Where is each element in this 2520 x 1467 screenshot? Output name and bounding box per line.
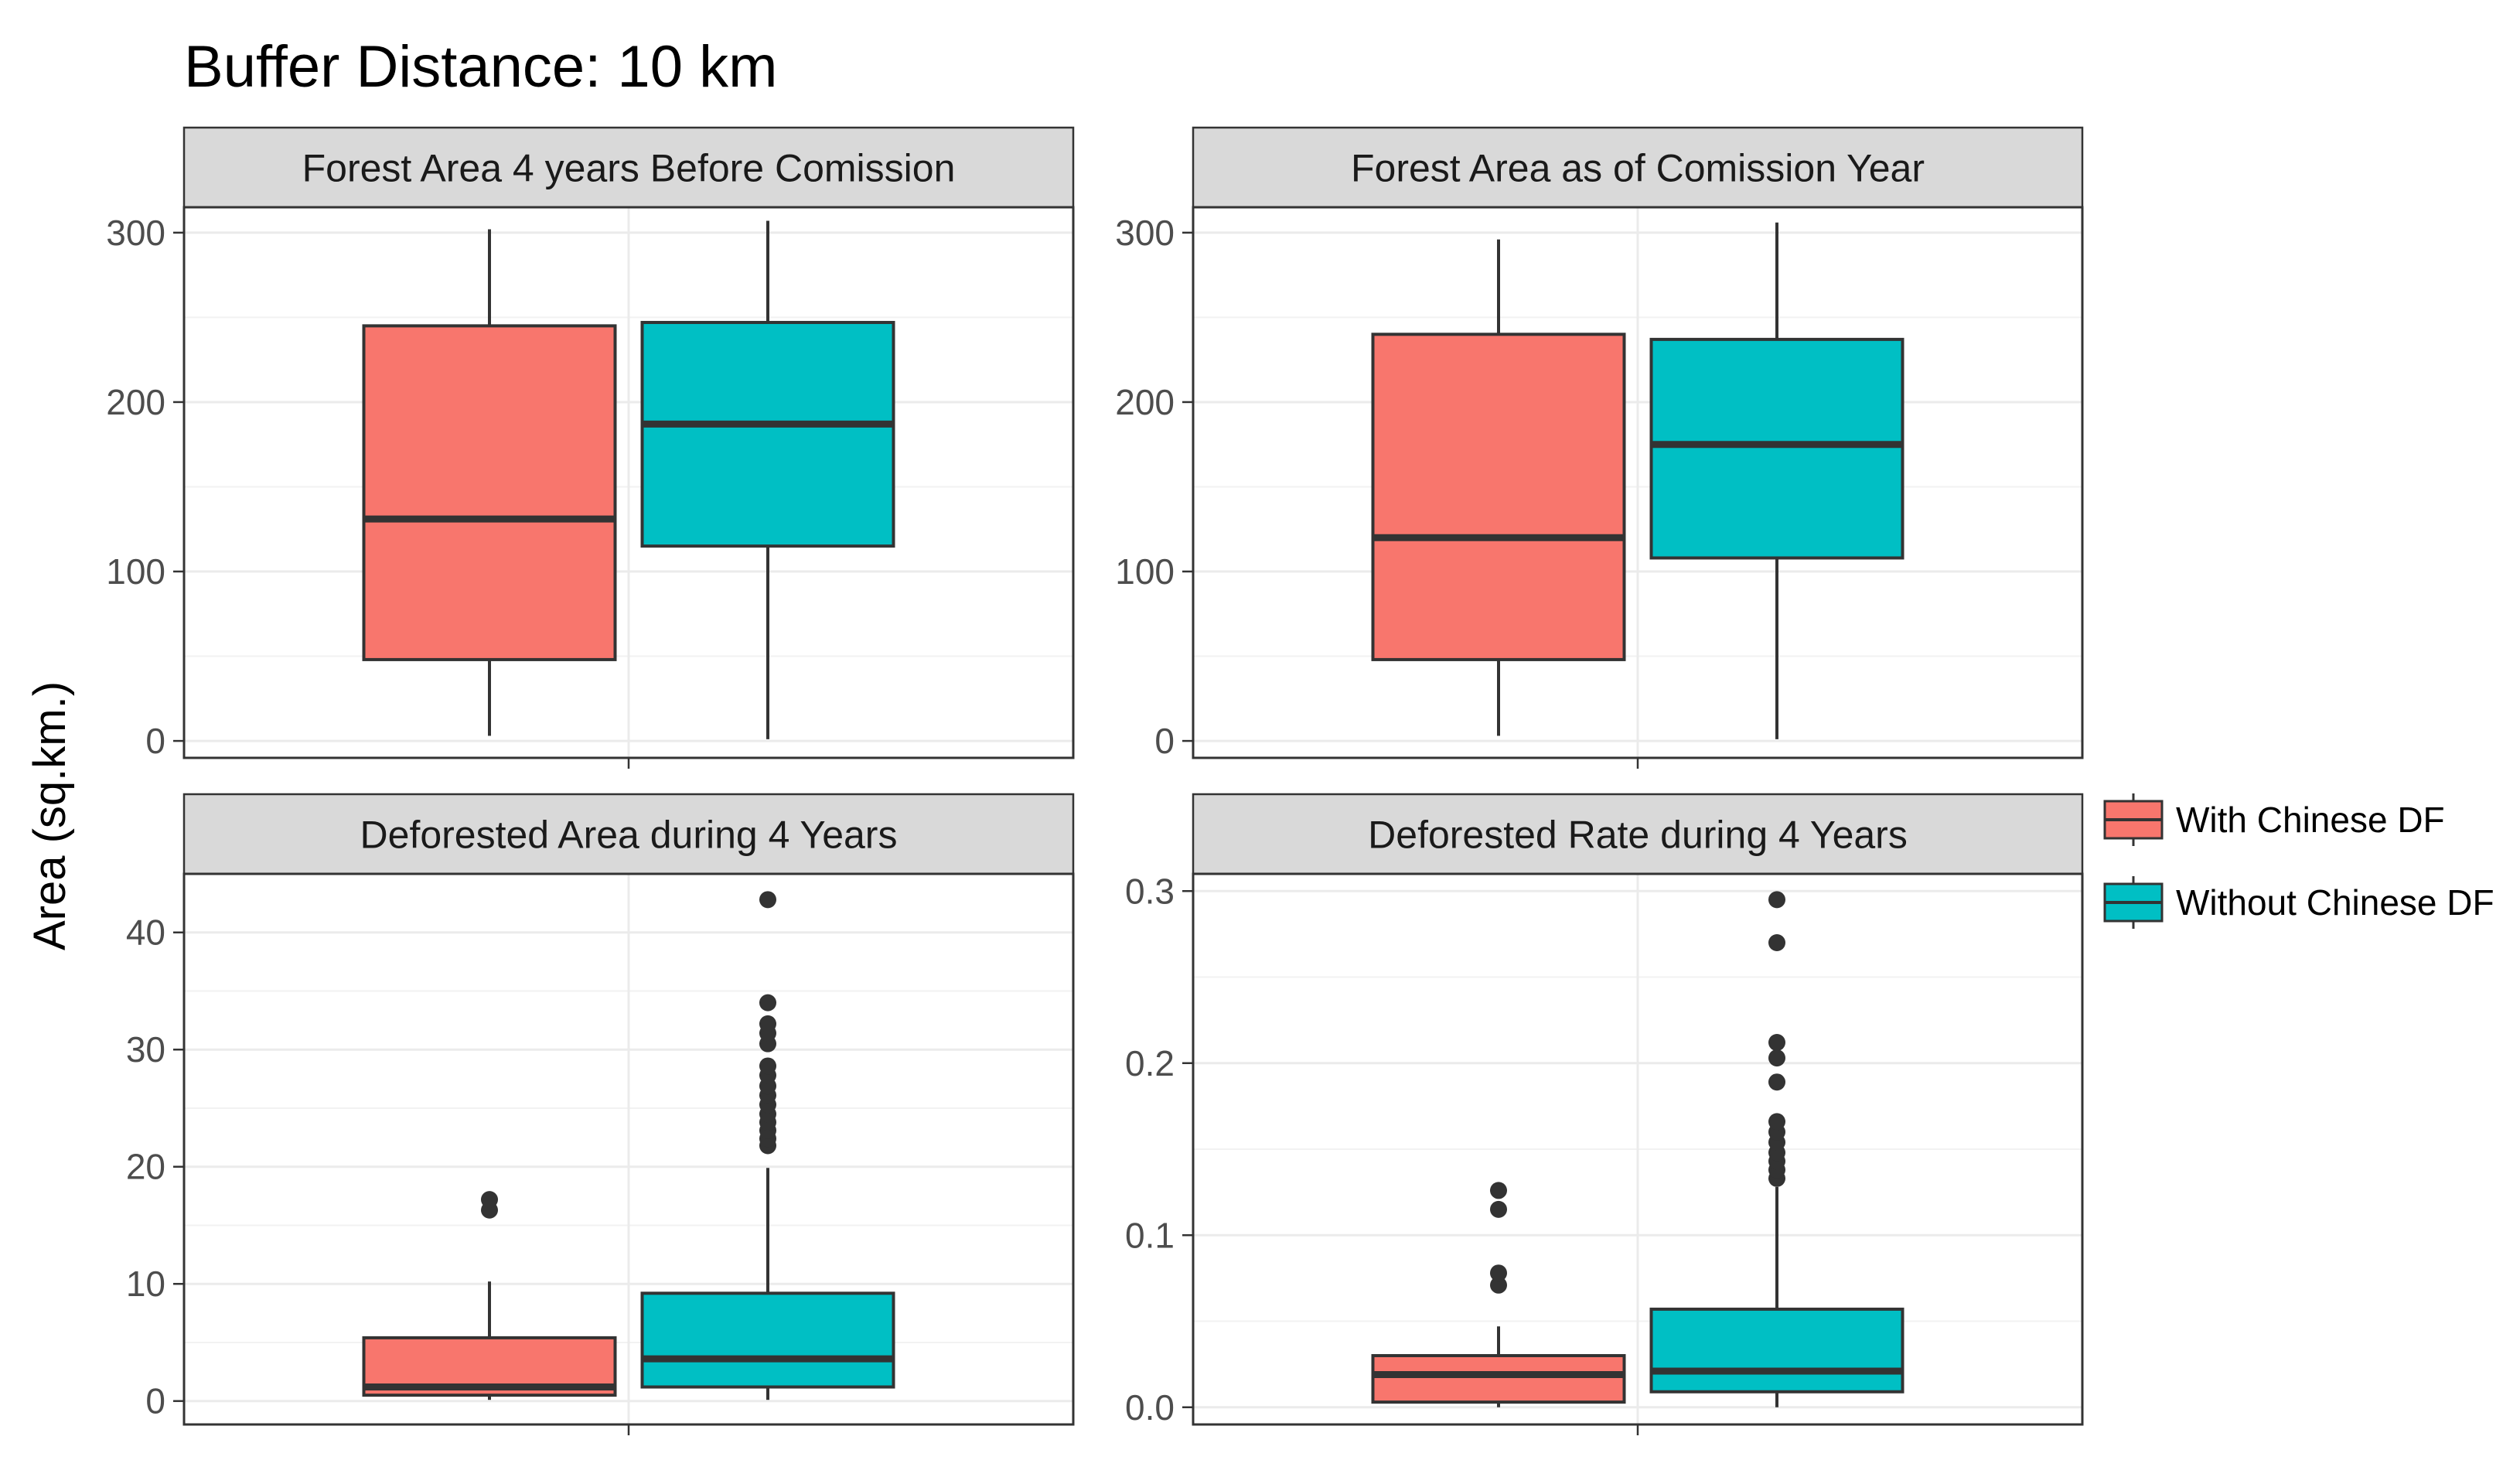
outlier-point bbox=[1768, 1034, 1785, 1052]
iqr-box bbox=[362, 324, 617, 661]
y-tick-label: 300 bbox=[106, 213, 165, 253]
facet-strip-title: Deforested Area during 4 Years bbox=[360, 814, 898, 857]
outlier-point bbox=[1768, 1113, 1785, 1131]
legend-label: With Chinese DF bbox=[2176, 800, 2445, 840]
gridlines bbox=[184, 874, 1073, 1424]
facet-strip bbox=[1192, 793, 2084, 875]
outlier-point bbox=[759, 1015, 776, 1032]
outlier-point bbox=[1490, 1182, 1507, 1199]
iqr-box bbox=[1371, 333, 1626, 661]
outlier-point bbox=[1490, 1200, 1507, 1218]
outlier-point bbox=[481, 1191, 498, 1209]
panel-2: Forest Area as of Comission Year 0 100 200 3… bbox=[1115, 126, 2084, 769]
panel-border bbox=[182, 206, 1075, 759]
panel-border bbox=[1192, 872, 2084, 1426]
outlier-point bbox=[1768, 1073, 1785, 1091]
gridlines bbox=[1193, 874, 2082, 1424]
y-tick-label: 0.2 bbox=[1125, 1043, 1175, 1083]
iqr-box bbox=[640, 320, 895, 548]
box-without-chinese-df bbox=[640, 220, 895, 739]
box-without-chinese-df bbox=[1649, 222, 1904, 739]
panel-border bbox=[182, 872, 1075, 1426]
iqr-box bbox=[640, 1291, 895, 1389]
outlier-point bbox=[1768, 891, 1785, 909]
box-with-chinese-df bbox=[362, 229, 617, 736]
facet-strip-title: Forest Area 4 years Before Comission bbox=[302, 147, 956, 190]
y-tick-label: 40 bbox=[126, 913, 165, 953]
outlier-point bbox=[1490, 1264, 1507, 1282]
y-tick-label: 0.1 bbox=[1125, 1215, 1175, 1255]
y-tick-label: 300 bbox=[1115, 213, 1175, 253]
outlier-point bbox=[759, 1057, 776, 1075]
outlier-point bbox=[1768, 934, 1785, 951]
iqr-box bbox=[1371, 1354, 1626, 1404]
outlier-point bbox=[759, 891, 776, 909]
y-tick-label: 100 bbox=[106, 551, 165, 592]
y-tick-label: 30 bbox=[126, 1029, 165, 1070]
y-tick-label: 0.3 bbox=[1125, 871, 1175, 911]
panel-border bbox=[1192, 206, 2084, 759]
box-with-chinese-df bbox=[1371, 1182, 1626, 1407]
legend-label: Without Chinese DF bbox=[2176, 882, 2494, 923]
legend-item: Without Chinese DF bbox=[2103, 876, 2494, 929]
iqr-box bbox=[1649, 1307, 1904, 1394]
box-without-chinese-df bbox=[1649, 891, 1904, 1407]
legend-item: With Chinese DF bbox=[2103, 793, 2445, 846]
y-tick-label: 200 bbox=[106, 382, 165, 422]
facet-strip-title: Forest Area as of Comission Year bbox=[1351, 147, 1925, 190]
y-tick-label: 0 bbox=[1154, 721, 1175, 761]
facet-strip-title: Deforested Rate during 4 Years bbox=[1368, 814, 1908, 857]
y-tick-label: 0 bbox=[145, 721, 165, 761]
y-tick-label: 100 bbox=[1115, 551, 1175, 592]
panel-4: Deforested Rate during 4 Years 0.0 0.1 0.2 0… bbox=[1125, 793, 2084, 1435]
outlier-point bbox=[759, 994, 776, 1012]
facet-strip bbox=[182, 793, 1075, 875]
box-with-chinese-df bbox=[1371, 239, 1626, 736]
box-with-chinese-df bbox=[362, 1191, 617, 1400]
y-tick-label: 10 bbox=[126, 1264, 165, 1304]
gridlines bbox=[184, 207, 1073, 758]
y-tick-label: 200 bbox=[1115, 382, 1175, 422]
outlier-point bbox=[1768, 1049, 1785, 1067]
facet-strip bbox=[182, 126, 1075, 209]
y-tick-label: 0.0 bbox=[1125, 1387, 1175, 1428]
facet-panels: Forest Area 4 years Before Comission0100… bbox=[106, 126, 2084, 1435]
gridlines bbox=[1193, 207, 2082, 758]
panel-1: Forest Area 4 years Before Comission 0 100… bbox=[106, 126, 1075, 769]
panel-3: Deforested Area during 4 Years 0 10 20 30 40 bbox=[126, 793, 1075, 1435]
chart-title: Buffer Distance: 10 km bbox=[184, 34, 777, 100]
box-without-chinese-df bbox=[640, 891, 895, 1400]
y-tick-label: 20 bbox=[126, 1147, 165, 1187]
y-axis-title: Area (sq.km.) bbox=[25, 681, 75, 950]
y-tick-label: 0 bbox=[145, 1381, 165, 1421]
iqr-box bbox=[1649, 337, 1904, 560]
outlier-point bbox=[1490, 1276, 1507, 1294]
legend: With Chinese DF Without Chinese DF bbox=[2103, 793, 2494, 929]
